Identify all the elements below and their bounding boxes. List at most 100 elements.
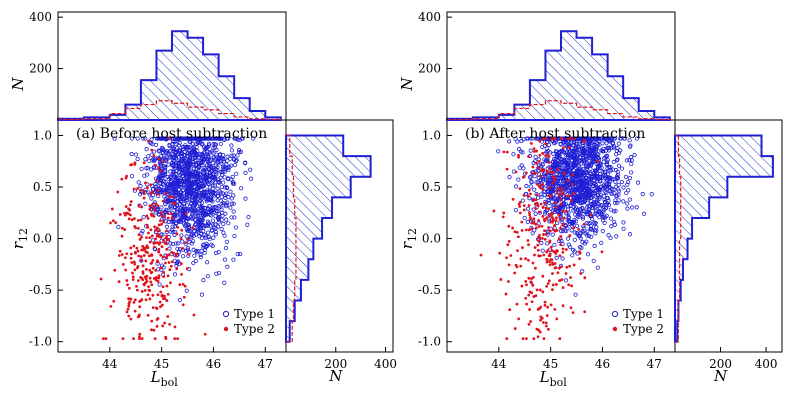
type2-point <box>132 260 136 264</box>
type2-point <box>149 280 153 284</box>
type2-point <box>543 237 547 241</box>
type1-point <box>540 177 545 182</box>
type1-point <box>536 195 541 200</box>
type1-point <box>198 204 203 209</box>
type1-point <box>170 181 176 186</box>
type1-point <box>192 206 197 211</box>
type1-point <box>581 150 586 156</box>
type1-point <box>604 181 609 187</box>
type1-point <box>584 239 589 244</box>
type1-point <box>221 180 226 185</box>
type2-point <box>120 226 124 230</box>
type1-point <box>600 186 605 191</box>
type1-point <box>164 224 169 229</box>
type1-point <box>528 174 534 179</box>
type2-point <box>151 259 155 262</box>
type1-point <box>595 199 600 204</box>
type2-point <box>181 246 185 250</box>
type1-point <box>574 161 579 166</box>
type1-point <box>217 155 222 160</box>
type1-point <box>575 194 580 199</box>
type2-point <box>187 252 191 256</box>
type2-point <box>150 203 154 207</box>
type2-point <box>140 290 144 293</box>
type1-point <box>621 199 626 204</box>
type2-point <box>529 192 532 196</box>
type2-point <box>99 277 103 281</box>
type2-point <box>175 232 179 236</box>
type2-point <box>144 298 148 302</box>
type1-point <box>555 162 560 167</box>
type2-point <box>160 245 164 249</box>
type1-point <box>616 187 621 192</box>
type1-point <box>183 248 189 254</box>
type2-point <box>114 221 118 225</box>
type2-point <box>139 188 142 192</box>
type2-point <box>528 290 532 294</box>
type2-point <box>149 271 153 275</box>
type1-point <box>174 175 179 180</box>
type2-point <box>515 265 519 269</box>
legend-type2-label: Type 2 <box>623 322 664 336</box>
type2-point <box>150 253 153 257</box>
type2-point <box>518 211 522 215</box>
scatter-points <box>99 136 256 340</box>
type2-point <box>541 290 545 294</box>
type2-point <box>170 260 174 264</box>
type1-point <box>229 201 235 206</box>
type1-point <box>243 170 248 175</box>
type1-point <box>168 175 173 180</box>
type2-point <box>538 330 542 334</box>
type1-point <box>221 203 226 208</box>
y-tick-label: -0.5 <box>29 283 52 297</box>
legend-type2-marker <box>612 326 618 332</box>
type2-point <box>156 293 160 297</box>
type2-point <box>138 332 142 336</box>
type2-point <box>186 237 190 241</box>
type1-point <box>143 201 148 206</box>
type1-point <box>150 238 155 243</box>
type2-point <box>127 304 131 308</box>
type2-point <box>159 211 163 215</box>
type1-point <box>554 171 559 176</box>
type2-point <box>124 268 127 272</box>
type1-point <box>232 215 237 220</box>
type1-point <box>233 225 238 230</box>
type1-point <box>604 153 610 158</box>
type1-point <box>211 145 216 151</box>
type1-point <box>206 141 212 146</box>
type2-point <box>505 256 508 260</box>
type2-point <box>165 284 169 288</box>
type2-point <box>168 322 172 326</box>
type2-point <box>164 335 168 339</box>
type2-point <box>136 219 140 222</box>
type1-point <box>190 152 195 157</box>
type2-point <box>127 314 131 318</box>
type2-point <box>123 256 127 260</box>
type2-point <box>174 254 178 258</box>
type1-point <box>194 144 199 149</box>
type1-point <box>522 215 527 221</box>
y-tick-label: -1.0 <box>29 335 52 349</box>
type1-point <box>144 147 149 152</box>
type1-point <box>195 136 200 141</box>
type1-point <box>186 168 191 173</box>
type2-point <box>159 169 163 173</box>
type2-point <box>532 147 536 151</box>
type1-point <box>591 258 596 263</box>
type2-point <box>154 163 157 167</box>
type2-point <box>159 290 163 294</box>
type1-point <box>200 222 206 228</box>
type2-point <box>564 209 568 213</box>
type1-point <box>201 190 206 195</box>
type2-point <box>567 146 571 149</box>
type2-point <box>161 255 165 259</box>
type1-point <box>200 162 205 168</box>
type2-point <box>545 314 549 317</box>
type2-point <box>532 217 536 221</box>
type1-point <box>520 198 525 203</box>
type1-point <box>181 201 186 207</box>
type1-point <box>203 206 208 211</box>
type1-point <box>187 189 192 194</box>
type2-point <box>137 204 141 207</box>
